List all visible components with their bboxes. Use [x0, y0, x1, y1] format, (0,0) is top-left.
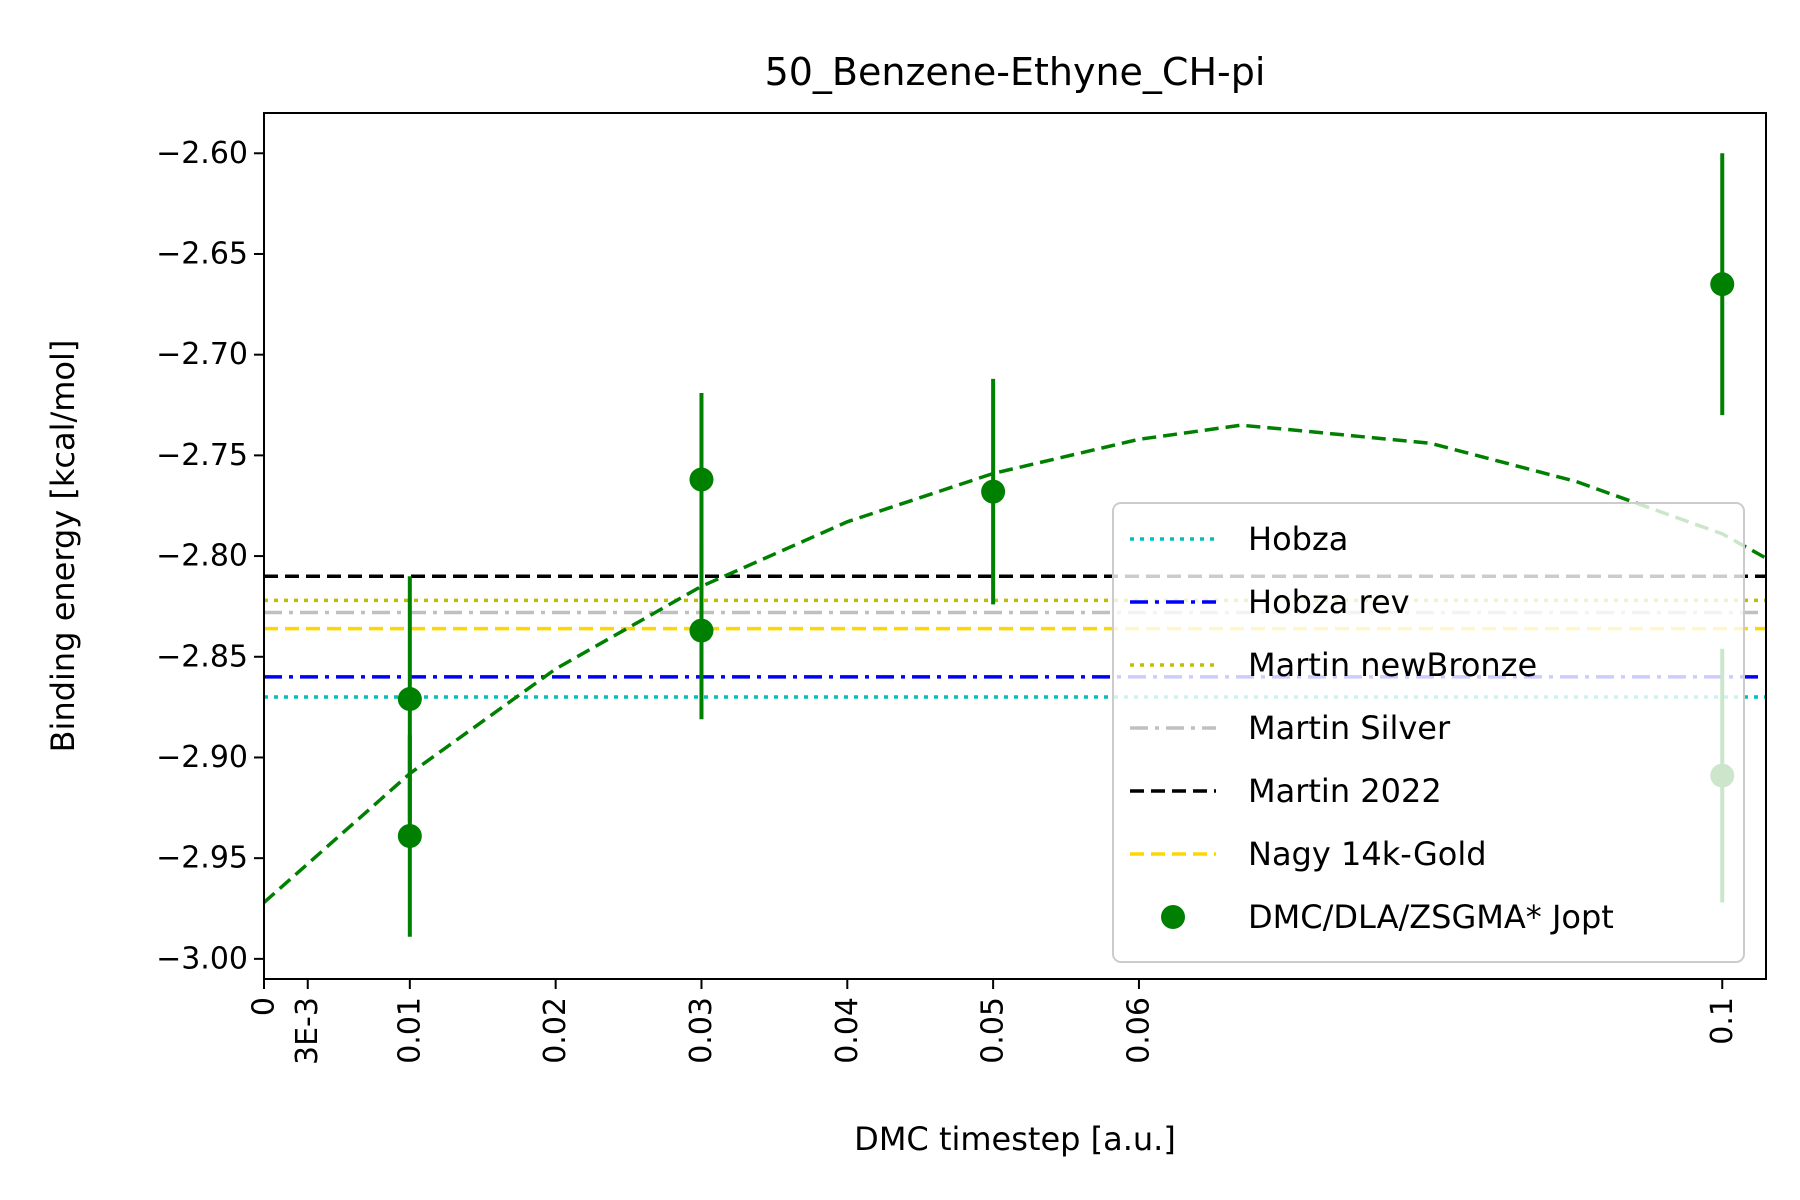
x-tick-label-2: 0.01 [392, 997, 427, 1064]
y-tick-label-0: −3.00 [156, 941, 248, 976]
x-tick-label-1: 3E-3 [290, 997, 325, 1065]
y-tick-label-3: −2.85 [156, 639, 248, 674]
legend-label-martin-newbronze: Martin newBronze [1248, 646, 1537, 684]
x-tick-label-6: 0.05 [976, 997, 1011, 1064]
x-tick-label-0: 0 [247, 997, 282, 1016]
legend-label-dmc-dla-zsgma-jopt: DMC/DLA/ZSGMA* Jopt [1248, 898, 1614, 936]
legend-label-hobza-rev: Hobza rev [1248, 583, 1410, 621]
x-tick-label-5: 0.04 [830, 997, 865, 1064]
y-tick-label-4: −2.80 [156, 539, 248, 574]
legend-swatch-dmc-dla-zsgma-jopt [1161, 905, 1185, 929]
data-point-4 [981, 479, 1006, 504]
legend-label-nagy-14k-gold: Nagy 14k-Gold [1248, 835, 1487, 873]
x-axis-ticks: 0 3E-3 0.01 0.02 0.03 0.04 0.05 0.06 0.1 [247, 979, 1740, 1065]
x-tick-label-4: 0.03 [684, 997, 719, 1064]
legend: Hobza Hobza rev Martin newBronze Martin Sil… [1112, 502, 1745, 963]
chart-title: 50_Benzene-Ethyne_CH-pi [765, 50, 1266, 94]
x-axis-label: DMC timestep [a.u.] [854, 1120, 1176, 1158]
y-tick-label-1: −2.95 [156, 841, 248, 876]
x-tick-label-8: 0.1 [1705, 997, 1740, 1045]
y-tick-label-8: −2.60 [156, 136, 248, 171]
legend-label-martin-2022: Martin 2022 [1248, 772, 1442, 810]
data-point-3 [689, 618, 714, 643]
data-point-0 [397, 687, 422, 712]
legend-label-hobza: Hobza [1248, 520, 1348, 558]
y-tick-label-7: −2.65 [156, 236, 248, 271]
legend-label-martin-silver: Martin Silver [1248, 709, 1451, 747]
y-tick-label-5: −2.75 [156, 438, 248, 473]
data-point-1 [397, 824, 422, 849]
x-tick-label-3: 0.02 [538, 997, 573, 1064]
y-axis-label: Binding energy [kcal/mol] [44, 340, 82, 753]
plot-frame [263, 112, 1767, 980]
data-point-5 [1710, 272, 1735, 297]
legend-box [1112, 502, 1745, 963]
x-tick-label-7: 0.06 [1121, 997, 1156, 1064]
data-point-2 [689, 467, 714, 492]
y-tick-label-2: −2.90 [156, 740, 248, 775]
y-axis-ticks: −3.00 −2.95 −2.90 −2.85 −2.80 −2.75 −2.70 −2.65… [156, 136, 264, 976]
y-tick-label-6: −2.70 [156, 337, 248, 372]
